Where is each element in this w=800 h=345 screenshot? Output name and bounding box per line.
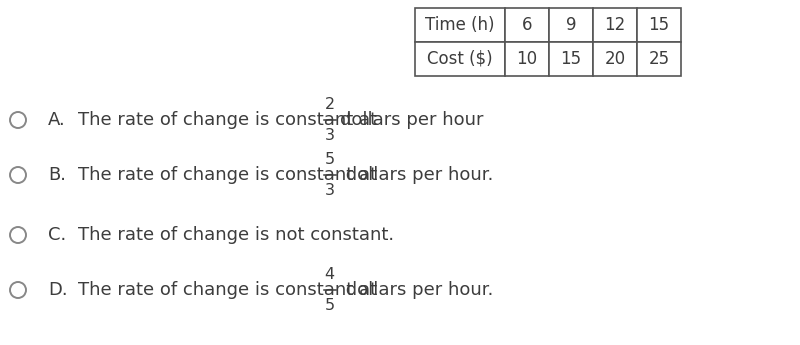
Bar (415, 8, 505, 42)
Bar (549, 8, 593, 42)
Text: 3: 3 (325, 128, 334, 143)
Text: dollars per hour.: dollars per hour. (341, 281, 494, 299)
Text: A.: A. (48, 111, 66, 129)
Text: 20: 20 (605, 50, 626, 68)
Text: B.: B. (48, 166, 66, 184)
Bar (549, 42, 593, 76)
Text: 6: 6 (522, 16, 532, 34)
Text: 15: 15 (561, 50, 582, 68)
Text: 5: 5 (325, 298, 334, 313)
Text: 5: 5 (325, 152, 334, 167)
Text: D.: D. (48, 281, 68, 299)
Text: The rate of change is constant at: The rate of change is constant at (78, 281, 383, 299)
Text: 9: 9 (566, 16, 576, 34)
Text: C.: C. (48, 226, 66, 244)
Bar (593, 8, 637, 42)
Bar (505, 42, 549, 76)
Bar (415, 42, 505, 76)
Text: The rate of change is constant at: The rate of change is constant at (78, 166, 383, 184)
Bar (505, 8, 549, 42)
Text: The rate of change is constant at: The rate of change is constant at (78, 111, 383, 129)
Bar (593, 42, 637, 76)
Text: 25: 25 (649, 50, 670, 68)
Text: 12: 12 (604, 16, 626, 34)
Text: 15: 15 (649, 16, 670, 34)
Text: dollars per hour.: dollars per hour. (341, 166, 494, 184)
Text: 4: 4 (325, 267, 334, 282)
Text: 10: 10 (517, 50, 538, 68)
Text: Cost ($): Cost ($) (427, 50, 493, 68)
Text: 2: 2 (325, 97, 334, 112)
Text: 3: 3 (325, 183, 334, 198)
Bar (637, 42, 681, 76)
Text: The rate of change is not constant.: The rate of change is not constant. (78, 226, 394, 244)
Text: Time (h): Time (h) (426, 16, 494, 34)
Text: dollars per hour: dollars per hour (341, 111, 484, 129)
Bar (637, 8, 681, 42)
